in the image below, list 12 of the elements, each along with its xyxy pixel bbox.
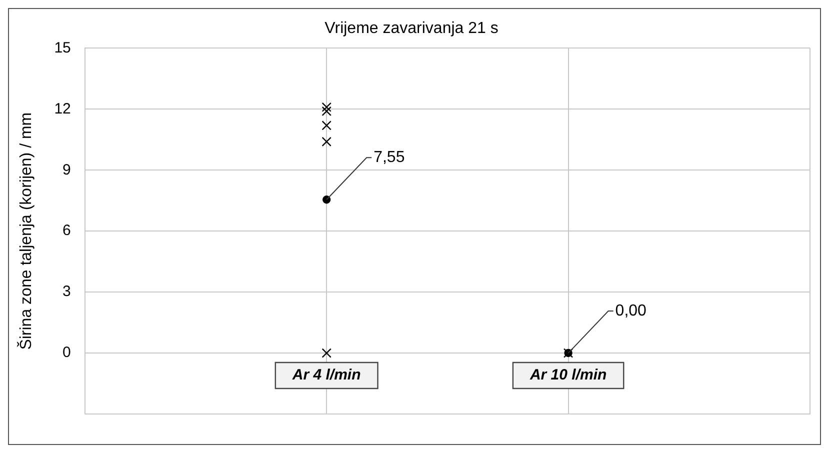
y-axis-title: Širina zone taljenja (korijen) / mm — [17, 112, 36, 350]
data-label: 7,55 — [374, 149, 405, 166]
y-tick-label: 9 — [62, 161, 71, 178]
data-label: 0,00 — [615, 302, 647, 320]
x-tick-label: Ar 4 l/min — [291, 366, 361, 384]
y-tick-label: 12 — [54, 100, 71, 118]
y-tick-label: 6 — [62, 222, 71, 240]
chart-title: Vrijeme zavarivanja 21 s — [324, 20, 498, 38]
x-tick-label: Ar 10 l/min — [528, 366, 607, 384]
y-tick-label: 3 — [62, 283, 71, 300]
y-tick-label: 0 — [62, 344, 71, 362]
y-tick-label: 15 — [54, 39, 71, 56]
